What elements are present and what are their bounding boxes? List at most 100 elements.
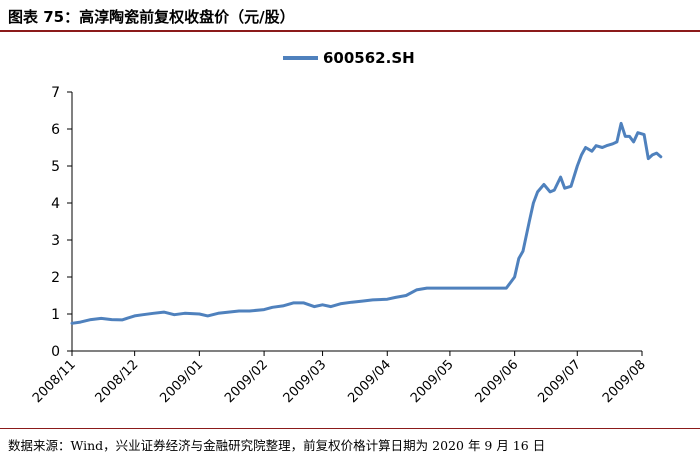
data-point (632, 140, 635, 143)
data-point (488, 287, 491, 290)
data-point (302, 301, 305, 304)
data-point (162, 311, 165, 314)
y-tick-label: 0 (51, 344, 60, 360)
y-tick-label: 6 (51, 122, 60, 138)
data-point (570, 185, 573, 188)
data-point (542, 183, 545, 186)
data-point (329, 305, 332, 308)
data-point (292, 301, 295, 304)
x-tick-label: 2008/11 (30, 357, 79, 406)
x-tick-label: 2009/07 (535, 357, 584, 406)
data-point (436, 287, 439, 290)
x-tick-label: 2009/01 (157, 357, 206, 406)
series-line-600562 (70, 121, 663, 325)
data-point (467, 287, 470, 290)
x-tick-label: 2009/02 (222, 357, 271, 406)
data-point (563, 187, 566, 190)
data-point (611, 142, 614, 145)
data-point (340, 302, 343, 305)
data-point (248, 310, 251, 313)
data-point (576, 165, 579, 168)
data-point (505, 287, 508, 290)
series-layer (70, 121, 663, 325)
data-point (651, 153, 654, 156)
data-point (183, 312, 186, 315)
x-tick-label: 2009/04 (345, 357, 394, 406)
data-point (361, 300, 364, 303)
data-point (624, 135, 627, 138)
data-point (549, 190, 552, 193)
y-tick-label: 1 (51, 307, 60, 323)
data-point (659, 155, 662, 158)
data-point (386, 298, 389, 301)
data-point (553, 189, 556, 192)
data-point (405, 294, 408, 297)
chart-area: 600562.SH 0 1 2 3 4 5 6 7 2008/11 2008/12 2009/01… (0, 32, 700, 428)
y-axis: 0 1 2 3 4 5 6 7 (51, 85, 73, 360)
data-point (522, 250, 525, 253)
data-point (238, 310, 241, 313)
figure-header: 图表 75：高淳陶瓷前复权收盘价（元/股） (0, 0, 700, 30)
data-point (636, 131, 639, 134)
data-point (590, 150, 593, 153)
data-point (448, 287, 451, 290)
data-point (100, 317, 103, 320)
data-point (605, 144, 608, 147)
legend-label: 600562.SH (323, 49, 415, 67)
data-point (415, 288, 418, 291)
data-point (601, 146, 604, 149)
data-point (584, 146, 587, 149)
figure-title: 图表 75：高淳陶瓷前复权收盘价（元/股） (8, 8, 295, 26)
data-point (478, 287, 481, 290)
data-point (142, 313, 145, 316)
data-source-note: 数据来源：Wind，兴业证券经济与金融研究院整理，前复权价格计算日期为 2020… (8, 438, 546, 453)
data-point (371, 298, 374, 301)
data-point (350, 301, 353, 304)
y-tick-label: 4 (51, 196, 60, 212)
data-point (121, 318, 124, 321)
data-point (595, 144, 598, 147)
y-tick-label: 7 (51, 85, 60, 101)
data-point (133, 314, 136, 317)
data-point (528, 220, 531, 223)
data-point (79, 321, 82, 324)
data-point (559, 176, 562, 179)
data-point (580, 153, 583, 156)
data-point (173, 313, 176, 316)
data-point (532, 202, 535, 205)
data-point (271, 306, 274, 309)
data-point (89, 318, 92, 321)
data-point (110, 318, 113, 321)
x-axis: 2008/11 2008/12 2009/01 2009/02 2009/03 2009/… (30, 350, 649, 406)
x-tick-label: 2009/05 (408, 357, 457, 406)
x-tick-label: 2009/08 (600, 357, 649, 406)
x-tick-label: 2009/03 (281, 357, 330, 406)
x-tick-label: 2009/06 (473, 357, 522, 406)
footer-rule (0, 428, 700, 429)
data-point (263, 308, 266, 311)
x-tick-label: 2008/12 (93, 357, 142, 406)
y-tick-label: 2 (51, 270, 60, 286)
data-point (628, 135, 631, 138)
data-point (71, 322, 74, 325)
data-point (647, 157, 650, 160)
data-point (457, 287, 460, 290)
y-tick-label: 3 (51, 233, 60, 249)
title-rule (0, 30, 700, 32)
data-point (643, 133, 646, 136)
line-chart: 600562.SH 0 1 2 3 4 5 6 7 2008/11 2008/12 2009/01… (30, 49, 663, 406)
data-point (321, 303, 324, 306)
data-point (313, 305, 316, 308)
data-point (517, 257, 520, 260)
data-point (198, 313, 201, 316)
data-point (620, 122, 623, 125)
data-point (615, 140, 618, 143)
data-point (425, 287, 428, 290)
data-point (499, 287, 502, 290)
data-point (536, 190, 539, 193)
data-point (394, 296, 397, 299)
data-point (513, 276, 516, 279)
data-point (655, 152, 658, 155)
chart-legend: 600562.SH (283, 49, 415, 67)
data-point (227, 311, 230, 314)
